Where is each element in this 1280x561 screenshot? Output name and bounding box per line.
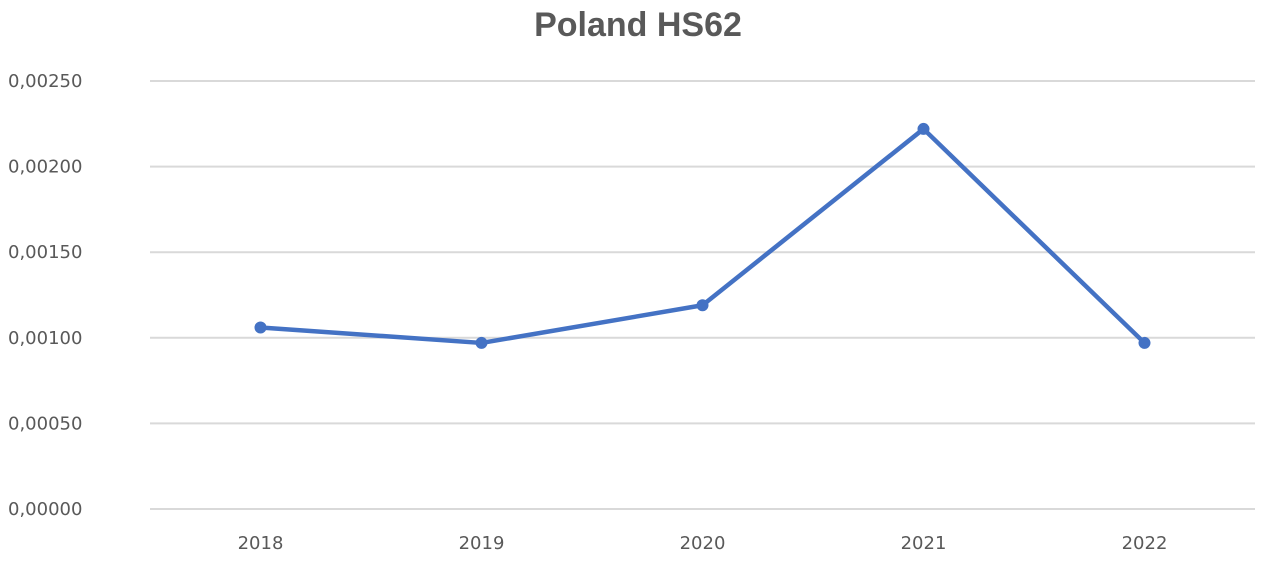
data-point	[475, 336, 488, 349]
data-series	[254, 122, 1151, 349]
x-tick-label: 2021	[901, 533, 947, 554]
y-tick-label: 0,00050	[8, 413, 82, 434]
y-tick-label: 0,00200	[8, 157, 82, 178]
y-tick-label: 0,00100	[8, 328, 82, 349]
x-axis-tick-labels: 2018 2019 2020 2021 2022	[238, 533, 1168, 554]
data-point	[1138, 336, 1151, 349]
chart-title: Poland HS62	[534, 6, 742, 44]
x-tick-label: 2020	[680, 533, 726, 554]
gridlines	[150, 80, 1255, 510]
y-tick-label: 0,00000	[8, 499, 82, 520]
data-point	[917, 122, 930, 135]
data-point	[696, 299, 709, 312]
y-tick-label: 0,00150	[8, 242, 82, 263]
y-tick-label: 0,00250	[8, 71, 82, 92]
y-axis-tick-labels: 0,00000 0,00050 0,00100 0,00150 0,00200 0,002…	[8, 71, 82, 520]
x-tick-label: 2018	[238, 533, 284, 554]
x-tick-label: 2019	[459, 533, 505, 554]
data-point	[254, 321, 267, 334]
x-tick-label: 2022	[1122, 533, 1168, 554]
